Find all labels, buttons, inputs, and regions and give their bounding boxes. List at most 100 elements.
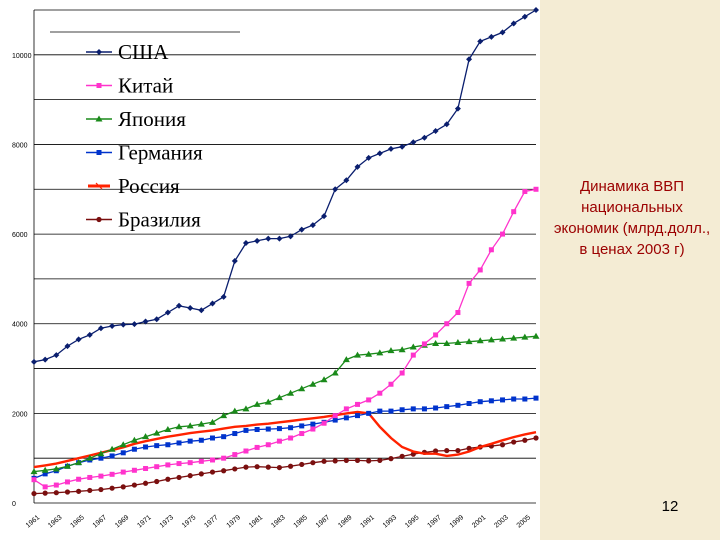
data-point (176, 440, 182, 446)
data-point (388, 456, 394, 462)
data-point (86, 331, 93, 338)
y-axis-ticks: 0 2000 4000 6000 8000 10000 (12, 53, 32, 508)
data-point (521, 13, 528, 20)
data-point (388, 408, 394, 414)
legend-label: Япония (118, 107, 186, 131)
x-tick-label: 1973 (159, 514, 176, 529)
data-point (466, 445, 472, 451)
x-tick-label: 2003 (493, 514, 510, 529)
data-point (143, 465, 149, 471)
data-point (421, 406, 427, 412)
series-line (33, 410, 537, 469)
x-tick-label: 1979 (226, 514, 243, 529)
data-point (97, 325, 104, 332)
legend-item: Китай (86, 74, 173, 98)
x-tick-label: 1991 (359, 514, 376, 529)
data-point (433, 448, 439, 454)
data-point (343, 457, 349, 464)
data-point (254, 426, 260, 432)
data-point (288, 425, 294, 431)
legend-item: Япония (86, 107, 186, 131)
data-point (154, 464, 160, 470)
data-point (143, 444, 149, 450)
data-point (533, 395, 539, 401)
data-point (533, 186, 539, 192)
data-point (232, 452, 238, 458)
data-point (153, 429, 161, 436)
series-line (33, 437, 537, 495)
data-point (387, 145, 394, 152)
data-point (532, 332, 540, 339)
data-point (365, 350, 373, 357)
data-point (310, 426, 316, 432)
data-point (343, 415, 349, 421)
data-point (522, 189, 528, 195)
data-point (310, 460, 316, 466)
data-point (298, 226, 305, 233)
data-point (354, 351, 362, 358)
data-point (510, 20, 517, 27)
data-point (197, 420, 205, 427)
data-point (388, 381, 394, 387)
data-point (53, 352, 60, 359)
data-point (30, 468, 38, 475)
data-point (209, 457, 215, 463)
data-point (187, 473, 193, 479)
data-point (31, 490, 37, 497)
data-point (96, 49, 102, 55)
data-point (75, 336, 82, 343)
data-point (63, 462, 71, 469)
data-point (186, 422, 194, 429)
data-point (142, 318, 149, 325)
data-point (522, 396, 528, 402)
side-panel (540, 0, 720, 540)
data-point (354, 457, 361, 464)
data-point (287, 233, 294, 240)
data-point (119, 441, 127, 448)
data-point (366, 397, 372, 403)
data-point (108, 445, 116, 452)
data-point (299, 423, 305, 429)
plot-area: 0 2000 4000 6000 8000 10000 1961 1963 1965 1967 1… (0, 0, 540, 540)
y-tick-label: 8000 (12, 142, 28, 149)
data-point (276, 464, 283, 471)
data-point (410, 139, 417, 146)
data-point (131, 482, 137, 488)
data-point (220, 412, 228, 419)
data-point (264, 398, 272, 405)
data-point (399, 407, 405, 413)
data-point (164, 425, 172, 432)
x-tick-label: 1999 (449, 514, 466, 529)
data-point (288, 435, 294, 441)
data-point (96, 150, 102, 155)
data-point (221, 455, 227, 461)
data-point (120, 469, 126, 475)
data-point (97, 450, 105, 457)
data-point (276, 426, 282, 432)
data-point (444, 447, 450, 454)
data-point (310, 421, 316, 427)
data-point (130, 436, 138, 443)
data-point (109, 453, 115, 459)
x-tick-label: 1997 (426, 514, 443, 529)
data-point (354, 163, 361, 170)
data-point (153, 316, 160, 323)
data-point (120, 484, 126, 490)
data-point (365, 154, 372, 161)
data-point (165, 462, 171, 468)
data-point (398, 346, 406, 353)
data-point (53, 482, 59, 488)
x-tick-label: 1965 (69, 514, 86, 529)
data-point (399, 370, 405, 376)
data-point (377, 408, 383, 414)
data-point (466, 401, 472, 407)
data-point (332, 186, 339, 193)
data-point (221, 468, 227, 474)
data-point (343, 406, 349, 412)
page-number: 12 (661, 498, 679, 515)
data-point (455, 447, 461, 454)
data-point (466, 280, 472, 286)
data-point (466, 56, 473, 63)
data-point (500, 231, 506, 237)
